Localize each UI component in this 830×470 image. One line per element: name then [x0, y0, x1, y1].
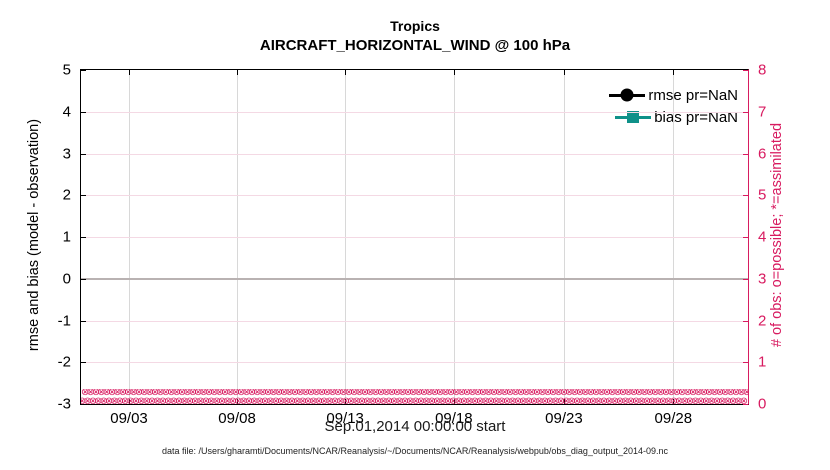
y-gridline — [81, 362, 748, 364]
y-tick-right — [743, 362, 748, 364]
x-tick-top — [345, 70, 347, 75]
legend-entry: bias pr=NaN — [609, 106, 738, 128]
y-tick-left — [81, 111, 86, 113]
x-tick-bottom — [673, 399, 675, 404]
zero-reference-line — [81, 277, 748, 280]
legend-entry: rmse pr=NaN — [609, 84, 738, 106]
y-right-tick-label: 6 — [758, 145, 767, 162]
x-tick-label: 09/18 — [435, 410, 473, 427]
y-tick-left — [81, 153, 86, 155]
y-tick-left — [81, 320, 86, 322]
legend-label: rmse pr=NaN — [648, 86, 738, 104]
y-tick-right — [743, 111, 748, 113]
legend-label: bias pr=NaN — [654, 108, 738, 126]
y-gridline — [81, 320, 748, 322]
obs-marker-row: ⊗⊗⊗⊗⊗⊗⊗⊗⊗⊗⊗⊗⊗⊗⊗⊗⊗⊗⊗⊗⊗⊗⊗⊗⊗⊗⊗⊗⊗⊗⊗⊗⊗⊗⊗⊗⊗⊗⊗⊗… — [81, 389, 748, 398]
x-tick-bottom — [129, 399, 131, 404]
y-left-tick-label: 0 — [62, 270, 71, 288]
y-right-tick-label: 3 — [758, 270, 767, 288]
obs-marker-row: ⊗⊗⊗⊗⊗⊗⊗⊗⊗⊗⊗⊗⊗⊗⊗⊗⊗⊗⊗⊗⊗⊗⊗⊗⊗⊗⊗⊗⊗⊗⊗⊗⊗⊗⊗⊗⊗⊗⊗⊗… — [81, 395, 748, 407]
y-right-tick-label: 8 — [758, 61, 767, 79]
bias-square-marker-icon — [615, 109, 652, 125]
y-right-tick-label: 2 — [758, 312, 767, 329]
y-left-tick-label: -2 — [57, 353, 71, 371]
y-left-tick-label: 4 — [62, 103, 71, 121]
x-tick-top — [563, 70, 565, 75]
y-tick-right — [743, 195, 748, 197]
x-tick-label: 09/08 — [218, 410, 256, 427]
x-tick-bottom — [453, 399, 455, 404]
y-right-tick-label: 4 — [758, 228, 767, 246]
legend: rmse pr=NaN bias pr=NaN — [609, 84, 738, 128]
y-right-tick-label: 1 — [758, 353, 767, 371]
y-left-tick-label: 1 — [62, 228, 71, 246]
y-tick-left — [81, 195, 86, 197]
obs-count-marker-band: ⊗⊗⊗⊗⊗⊗⊗⊗⊗⊗⊗⊗⊗⊗⊗⊗⊗⊗⊗⊗⊗⊗⊗⊗⊗⊗⊗⊗⊗⊗⊗⊗⊗⊗⊗⊗⊗⊗⊗⊗… — [81, 389, 748, 408]
y-gridline — [81, 195, 748, 197]
y-tick-left — [81, 70, 86, 71]
y-tick-right — [743, 153, 748, 155]
y-left-tick-label: 5 — [62, 61, 71, 79]
y-tick-left — [81, 362, 86, 364]
y-tick-left — [81, 278, 86, 280]
x-tick-label: 09/23 — [545, 410, 583, 427]
x-tick-top — [237, 70, 239, 75]
x-tick-top — [453, 70, 455, 75]
x-tick-top — [673, 70, 675, 75]
rmse-circle-marker-icon — [609, 87, 646, 103]
y-right-tick-label: 5 — [758, 186, 767, 204]
y-right-tick-label: 7 — [758, 103, 767, 121]
x-tick-label: 09/03 — [110, 410, 148, 427]
x-tick-bottom — [345, 399, 347, 404]
x-tick-bottom — [237, 399, 239, 404]
data-file-path: data file: /Users/gharamti/Documents/NCA… — [161, 446, 668, 456]
x-tick-label: 09/13 — [326, 410, 364, 427]
y-tick-left — [81, 404, 86, 405]
y-tick-right — [743, 70, 748, 71]
plot-area: rmse pr=NaN bias pr=NaN ⊗⊗⊗⊗⊗⊗⊗⊗⊗⊗⊗⊗⊗⊗⊗⊗⊗… — [58, 62, 767, 428]
x-tick-label: 09/28 — [654, 410, 693, 427]
x-tick-top — [129, 70, 131, 75]
y-tick-right — [743, 237, 748, 238]
x-axis-label: Sep.01,2014 00:00:00 start — [324, 418, 506, 435]
x-tick-bottom — [563, 399, 565, 404]
y-tick-left — [81, 237, 86, 238]
y-left-tick-label: -1 — [57, 312, 71, 329]
y-left-tick-label: -3 — [57, 395, 71, 413]
chart-subtitle: AIRCRAFT_HORIZONTAL_WIND @ 100 hPa — [259, 37, 571, 54]
y-tick-right — [743, 404, 748, 405]
y-left-tick-label: 2 — [62, 186, 71, 204]
y-gridline — [81, 237, 748, 238]
y-left-tick-label: 3 — [62, 145, 71, 162]
y-gridline — [81, 111, 748, 113]
y-right-tick-label: 0 — [758, 395, 767, 413]
chart-title: Tropics — [390, 18, 440, 34]
y-tick-right — [743, 278, 748, 280]
y-tick-right — [743, 320, 748, 322]
y-gridline — [81, 153, 748, 155]
